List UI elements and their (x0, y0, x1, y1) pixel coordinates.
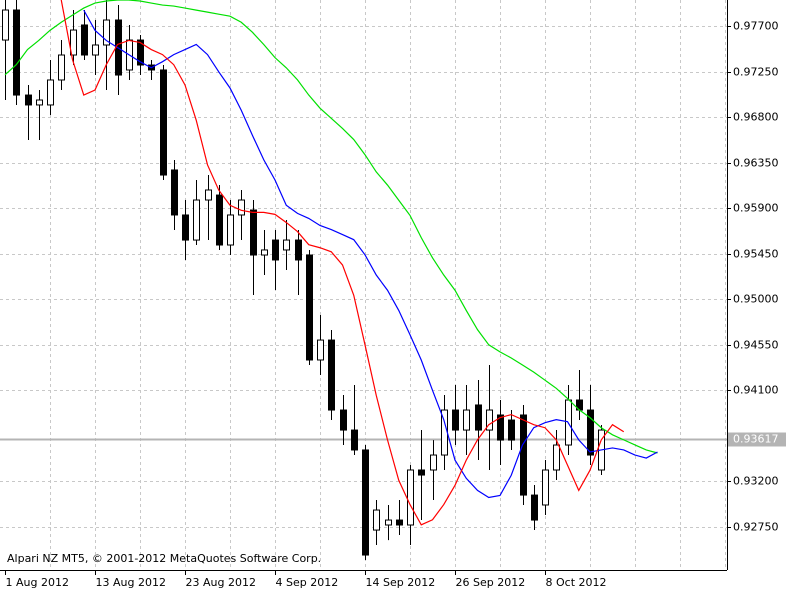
current-price-label: 0.93617 (733, 433, 779, 446)
x-tick-label: 14 Sep 2012 (366, 576, 436, 589)
candle-body (340, 409, 347, 431)
candle-body (261, 249, 268, 256)
footnote: Alpari NZ MT5, © 2001-2012 MetaQuotes So… (7, 552, 321, 565)
y-tick-label: 0.93200 (733, 475, 779, 488)
candle-body (205, 189, 212, 201)
candle-body (531, 494, 538, 521)
candle-body (58, 54, 65, 81)
candle-body (486, 409, 493, 431)
candle-body (25, 94, 32, 106)
candle-body (250, 209, 257, 256)
y-tick-label: 0.94550 (733, 339, 779, 352)
candle-body (47, 79, 54, 106)
candle-body (508, 419, 515, 441)
candle-body (70, 29, 77, 56)
y-tick-label: 0.97250 (733, 66, 779, 79)
x-tick-label: 13 Aug 2012 (96, 576, 166, 589)
candle-body (418, 469, 425, 476)
candle-body (2, 9, 9, 41)
candle-body (396, 519, 403, 526)
candle-body (475, 404, 482, 431)
y-tick-label: 0.92750 (733, 521, 779, 534)
candle-body (362, 449, 369, 556)
candle-body (452, 409, 459, 431)
x-tick-label: 23 Aug 2012 (186, 576, 256, 589)
candle-body (160, 69, 167, 176)
y-tick-label: 0.95900 (733, 202, 779, 215)
candle-body (283, 239, 290, 251)
candle-body (407, 469, 414, 526)
candle-body (328, 339, 335, 411)
candle-body (137, 39, 144, 66)
y-tick-label: 0.95450 (733, 248, 779, 261)
candle-body (36, 99, 43, 106)
candle-body (92, 44, 99, 56)
candle-body (497, 414, 504, 441)
candle-body (351, 429, 358, 451)
candle-body (587, 409, 594, 456)
candle-body (520, 414, 527, 496)
candle-body (193, 199, 200, 241)
x-tick-label: 26 Sep 2012 (456, 576, 526, 589)
ma-line (60, 0, 625, 526)
candle-body (463, 409, 470, 431)
candle-body (272, 239, 279, 261)
candle-body (182, 214, 189, 241)
y-tick-label: 0.96350 (733, 157, 779, 170)
x-tick-label: 8 Oct 2012 (546, 576, 607, 589)
x-tick-label: 4 Sep 2012 (276, 576, 339, 589)
candle-body (171, 169, 178, 216)
candle-body (13, 9, 20, 96)
candle-body (306, 254, 313, 361)
ma-line (4, 0, 658, 454)
candle-body (553, 444, 560, 471)
y-tick-label: 0.96800 (733, 111, 779, 124)
candle-body (373, 509, 380, 531)
candle-body (227, 214, 234, 246)
candle-body (317, 339, 324, 361)
candle-body (238, 199, 245, 216)
y-tick-label: 0.95000 (733, 293, 779, 306)
candle-body (81, 24, 88, 56)
current-price-box (728, 432, 786, 447)
candle-body (430, 454, 437, 471)
y-tick-label: 0.97700 (733, 20, 779, 33)
candle-body (216, 194, 223, 246)
candle-body (103, 19, 110, 46)
candle-body (295, 239, 302, 261)
ma-line (83, 9, 658, 499)
candle-body (385, 519, 392, 526)
candle-body (542, 469, 549, 506)
y-tick-label: 0.94100 (733, 384, 779, 397)
x-tick-label: 1 Aug 2012 (6, 576, 69, 589)
